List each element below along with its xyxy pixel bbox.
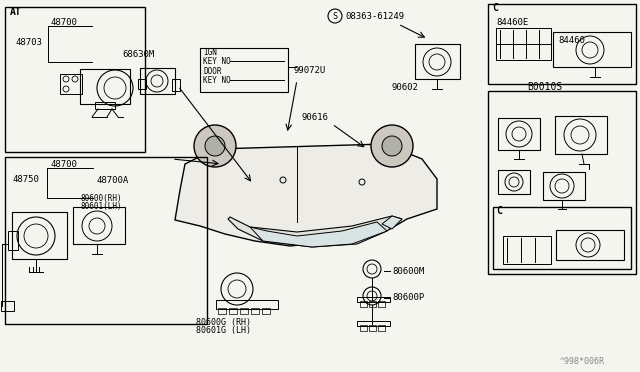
Text: B0010S: B0010S [527, 82, 563, 92]
Text: 48700: 48700 [50, 160, 77, 169]
Circle shape [371, 125, 413, 167]
Text: C: C [496, 206, 502, 216]
Text: 80600M: 80600M [392, 266, 424, 276]
Bar [251, 308, 259, 314]
Bar [73, 207, 125, 244]
Bar [553, 32, 631, 67]
Bar [556, 230, 624, 260]
Bar [493, 207, 631, 269]
Text: 80600G (RH): 80600G (RH) [196, 317, 251, 327]
Bar [1, 301, 14, 311]
Text: 84460: 84460 [558, 35, 585, 45]
Bar [140, 68, 175, 94]
Bar [229, 308, 237, 314]
Bar [378, 301, 385, 307]
Text: 80601(LH): 80601(LH) [80, 202, 122, 211]
Polygon shape [175, 144, 437, 246]
Text: 90602: 90602 [392, 83, 419, 92]
Bar [60, 74, 82, 94]
Bar [555, 116, 607, 154]
Bar [138, 79, 146, 89]
Bar [357, 297, 390, 302]
Text: 08363-61249: 08363-61249 [345, 12, 404, 20]
Text: ^998*006R: ^998*006R [560, 357, 605, 366]
Bar [172, 79, 180, 91]
Text: 80601G (LH): 80601G (LH) [196, 327, 251, 336]
Bar [498, 170, 530, 194]
Text: KEY NO: KEY NO [203, 76, 231, 84]
Bar [5, 157, 207, 324]
Text: 48700: 48700 [50, 17, 77, 26]
Bar [488, 4, 636, 84]
Bar [369, 325, 376, 331]
Bar [360, 325, 367, 331]
Bar [95, 102, 115, 109]
Bar [488, 91, 636, 274]
Bar [360, 301, 367, 307]
Circle shape [205, 136, 225, 156]
Text: S: S [333, 12, 337, 20]
Bar [415, 44, 460, 79]
Bar [543, 172, 585, 200]
Bar [218, 308, 226, 314]
Bar [357, 321, 390, 326]
Polygon shape [228, 216, 402, 247]
Text: 48700A: 48700A [96, 176, 128, 185]
Bar [5, 7, 145, 152]
Text: DOOR: DOOR [203, 67, 221, 76]
Text: 90616: 90616 [302, 112, 329, 122]
Bar [200, 48, 288, 92]
Bar [216, 300, 278, 309]
Bar [262, 308, 270, 314]
Bar [496, 28, 551, 60]
Text: AT: AT [10, 7, 22, 17]
Polygon shape [250, 222, 387, 247]
Text: 48750: 48750 [12, 174, 39, 183]
Text: 99072U: 99072U [294, 65, 326, 74]
Text: C: C [492, 3, 498, 13]
Text: 80600P: 80600P [392, 294, 424, 302]
Bar [80, 69, 130, 104]
Text: KEY NO: KEY NO [203, 57, 231, 65]
Text: 84460E: 84460E [496, 17, 528, 26]
Bar [369, 301, 376, 307]
Text: 68630M: 68630M [122, 49, 154, 58]
Polygon shape [382, 216, 402, 229]
Bar [503, 236, 551, 264]
Bar [12, 212, 67, 259]
Bar [8, 231, 18, 250]
Text: 48703: 48703 [15, 38, 42, 46]
Circle shape [194, 125, 236, 167]
Bar [498, 118, 540, 150]
Circle shape [382, 136, 402, 156]
Text: 80600(RH): 80600(RH) [80, 193, 122, 202]
Text: IGN: IGN [203, 48, 217, 57]
Bar [240, 308, 248, 314]
Bar [378, 325, 385, 331]
